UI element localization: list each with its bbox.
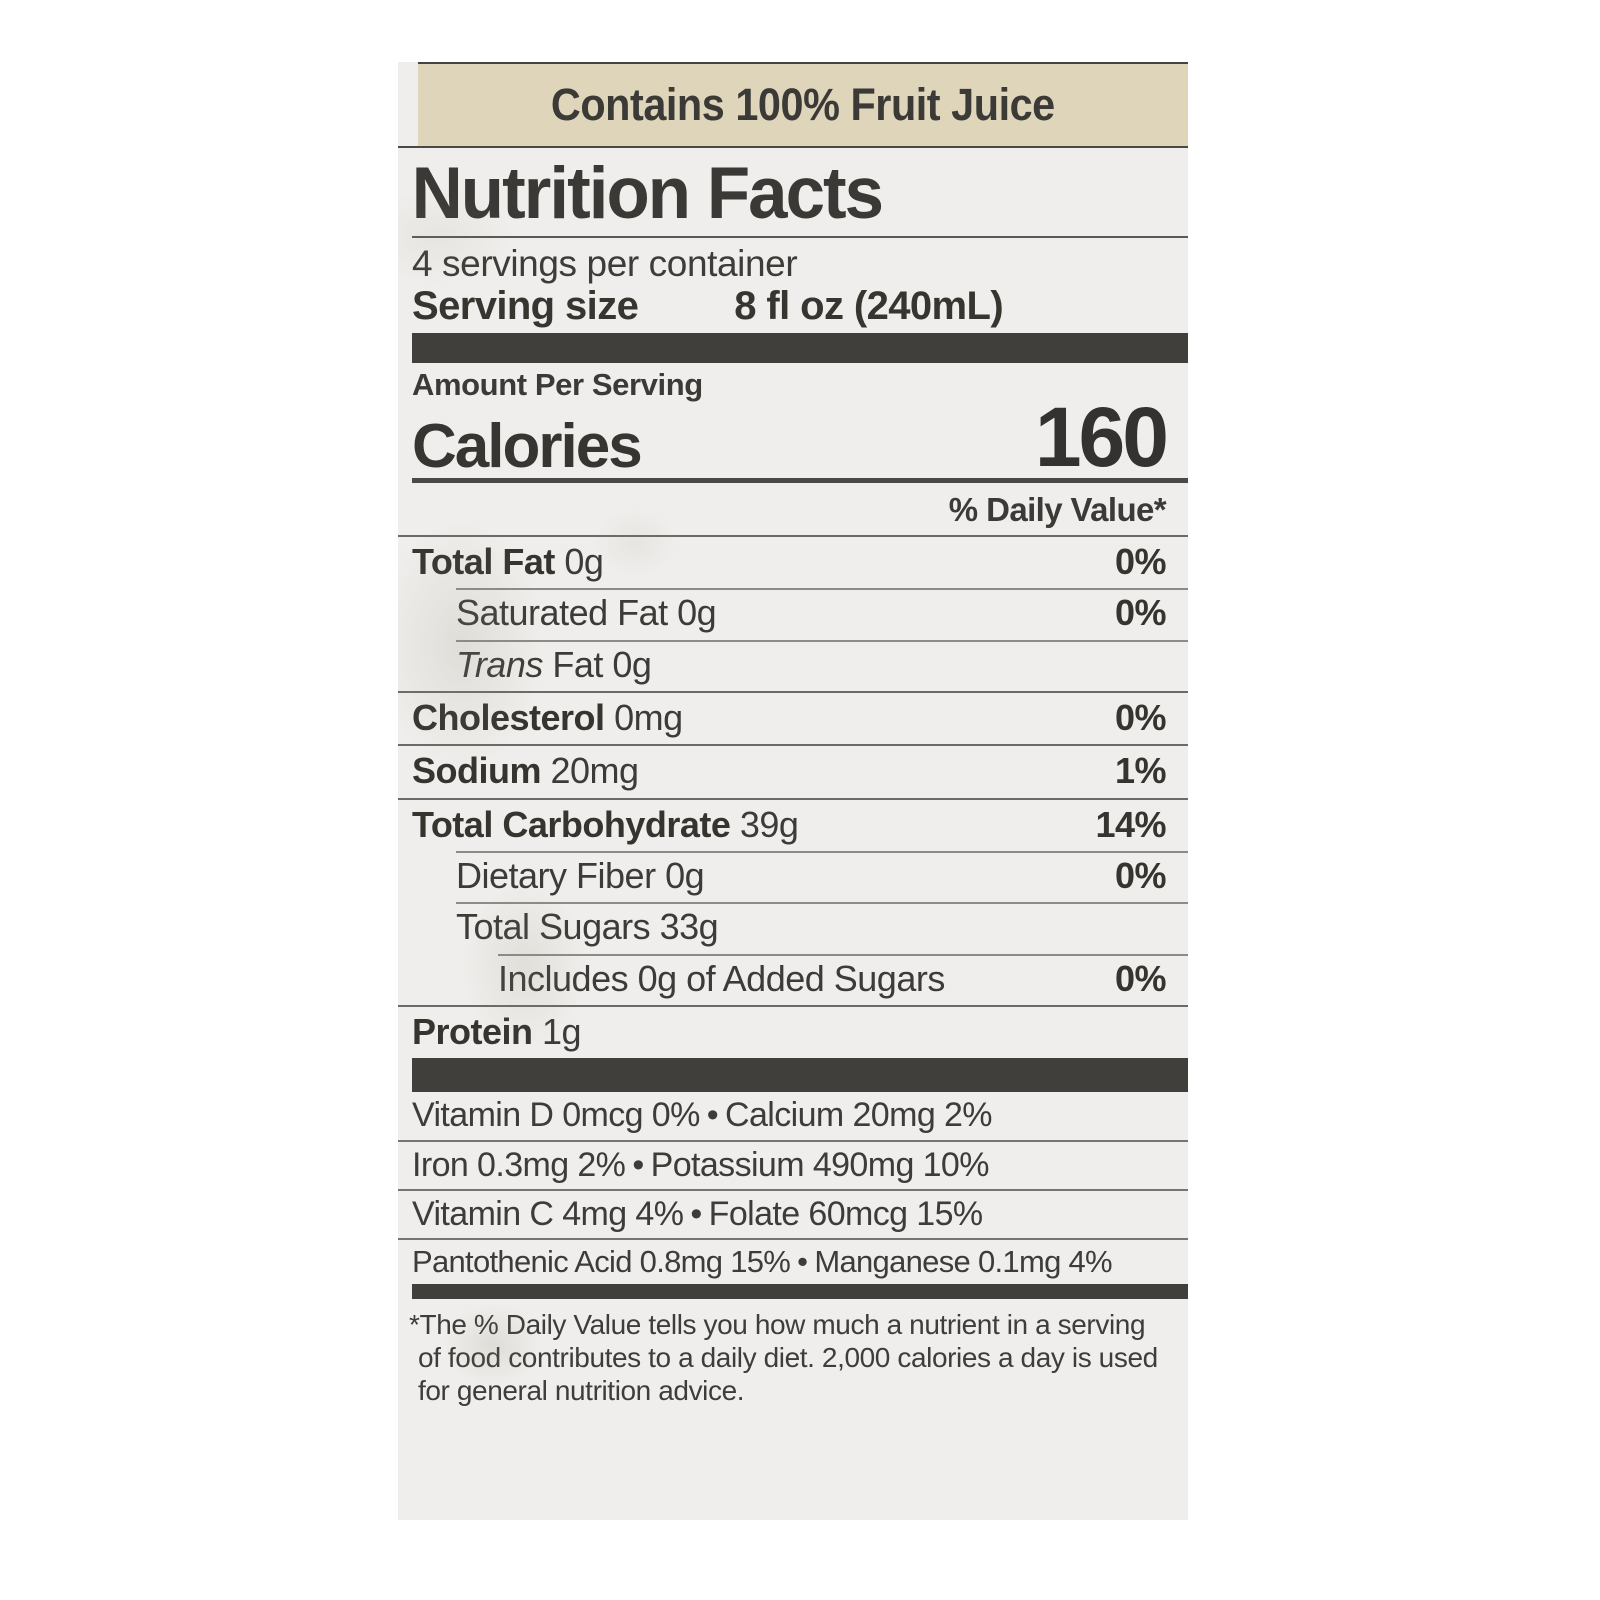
calories-value: 160	[1034, 390, 1169, 485]
title-divider	[412, 235, 1188, 238]
nutrient-name: Total Carbohydrate 39g	[412, 803, 799, 845]
table-row: Cholesterol 0mg 0%	[398, 691, 1188, 744]
calories-section: Amount Per Serving Calories 160	[398, 363, 1188, 485]
micronutrient-table: Vitamin D 0mcg 0% • Calcium 20mg 2% Iron 0…	[398, 1092, 1188, 1284]
nutrient-table: Total Fat 0g 0% Saturated Fat 0g 0% Tran…	[398, 535, 1188, 1058]
list-item: Vitamin C 4mg 4% • Folate 60mcg 15%	[398, 1188, 1188, 1238]
bullet-icon: •	[706, 1096, 719, 1135]
servings-calories-separator-bar	[412, 333, 1188, 364]
list-item: Vitamin D 0mcg 0% • Calcium 20mg 2%	[398, 1092, 1188, 1139]
micronutrient-left: Vitamin C 4mg 4%	[412, 1194, 684, 1233]
micronutrient-right: Folate 60mcg 15%	[708, 1194, 983, 1233]
nutrient-name: Saturated Fat 0g	[456, 592, 717, 634]
list-item: Iron 0.3mg 2% • Potassium 490mg 10%	[398, 1139, 1188, 1189]
serving-size-value: 8 fl oz (240mL)	[734, 284, 1004, 329]
calories-divider	[412, 478, 1188, 484]
nutrient-dv: 14%	[1095, 803, 1166, 845]
table-row: Total Carbohydrate 39g 14%	[398, 797, 1188, 851]
table-row: Trans Fat 0g	[398, 639, 1188, 691]
micronutrient-left: Vitamin D 0mcg 0%	[412, 1096, 700, 1135]
nutrient-name: Cholesterol 0mg	[412, 697, 683, 739]
bullet-icon: •	[797, 1244, 808, 1280]
banner-text: Contains 100% Fruit Juice	[551, 79, 1055, 130]
bullet-icon: •	[690, 1194, 702, 1233]
nutrient-name: Total Fat 0g	[412, 541, 604, 583]
micronutrient-right: Manganese 0.1mg 4%	[814, 1244, 1112, 1280]
micronutrient-right: Calcium 20mg 2%	[725, 1096, 992, 1135]
nutrient-dv: 0%	[1114, 592, 1167, 634]
nutrient-name: Dietary Fiber 0g	[456, 854, 705, 896]
table-row: Total Fat 0g 0%	[398, 535, 1188, 588]
amount-per-serving-label: Amount Per Serving	[412, 367, 703, 403]
calories-row: Calories 160	[412, 390, 1188, 485]
page-title: Nutrition Facts	[411, 153, 884, 234]
contains-juice-banner: Contains 100% Fruit Juice	[418, 62, 1188, 146]
nutrient-name: Trans Fat 0g	[456, 643, 652, 685]
micronutrient-left: Iron 0.3mg 2%	[412, 1145, 626, 1184]
nutrient-name: Sodium 20mg	[412, 750, 639, 792]
table-row: Saturated Fat 0g 0%	[398, 588, 1188, 639]
title-section: Nutrition Facts	[398, 146, 1188, 236]
daily-value-header: % Daily Value*	[948, 491, 1167, 529]
table-row: Sodium 20mg 1%	[398, 744, 1188, 797]
serving-size-label: Serving size	[412, 284, 639, 329]
footnote-separator-bar	[412, 1284, 1188, 1300]
bullet-icon: •	[632, 1145, 644, 1184]
table-row: Dietary Fiber 0g 0%	[398, 850, 1188, 902]
nutrient-dv: 0%	[1114, 854, 1167, 896]
calories-label: Calories	[412, 411, 643, 481]
servings-section: 4 servings per container Serving size 8 …	[398, 238, 1188, 334]
nutrient-name: Protein 1g	[412, 1010, 582, 1052]
protein-micronutrient-separator-bar	[412, 1058, 1188, 1093]
daily-value-footnote: *The % Daily Value tells you how much a …	[409, 1309, 1158, 1406]
serving-size-row: Serving size 8 fl oz (240mL)	[412, 284, 1188, 329]
micronutrient-left: Pantothenic Acid 0.8mg 15%	[412, 1244, 791, 1280]
list-item: Pantothenic Acid 0.8mg 15% • Manganese 0.1…	[398, 1238, 1188, 1284]
nutrition-facts-label: Contains 100% Fruit Juice Nutrition Fact…	[398, 62, 1188, 1520]
nutrient-name: Total Sugars 33g	[456, 906, 719, 948]
nutrient-dv: 0%	[1114, 957, 1167, 999]
micronutrient-right: Potassium 490mg 10%	[650, 1145, 990, 1184]
table-row: Total Sugars 33g	[398, 902, 1188, 953]
table-row: Protein 1g	[398, 1004, 1188, 1058]
nutrient-dv: 1%	[1114, 750, 1167, 792]
nutrient-dv: 0%	[1114, 541, 1167, 583]
nutrient-name: Includes 0g of Added Sugars	[498, 957, 945, 999]
servings-per-container: 4 servings per container	[412, 242, 798, 284]
nutrient-dv: 0%	[1114, 697, 1167, 739]
table-row: Includes 0g of Added Sugars 0%	[398, 953, 1188, 1005]
